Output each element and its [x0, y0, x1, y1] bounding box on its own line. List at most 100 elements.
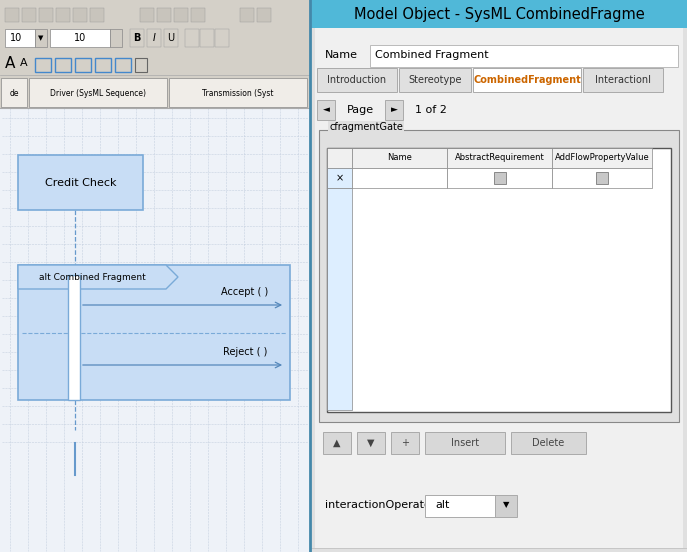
Bar: [583, 68, 663, 92]
Bar: [215, 29, 229, 47]
Bar: [164, 29, 178, 47]
Bar: [0, 0, 310, 552]
Text: Combined Fragment: Combined Fragment: [375, 50, 488, 60]
Bar: [596, 172, 608, 184]
Bar: [68, 275, 80, 400]
Bar: [5, 29, 35, 47]
Text: Introduction: Introduction: [328, 75, 387, 85]
Bar: [311, 0, 687, 552]
Bar: [391, 432, 419, 454]
Bar: [185, 29, 199, 47]
Bar: [0, 50, 310, 75]
Bar: [147, 29, 161, 47]
Bar: [75, 58, 91, 72]
Bar: [495, 495, 517, 517]
Bar: [1, 78, 27, 107]
Text: Stereotype: Stereotype: [408, 75, 462, 85]
Bar: [552, 148, 652, 168]
Bar: [327, 148, 671, 412]
Text: de: de: [9, 88, 19, 98]
Bar: [257, 8, 271, 22]
Text: ▲: ▲: [333, 438, 341, 448]
Bar: [357, 432, 385, 454]
Text: ×: ×: [335, 173, 344, 183]
Bar: [493, 172, 506, 184]
Bar: [174, 8, 188, 22]
Text: CombinedFragment: CombinedFragment: [473, 75, 581, 85]
Bar: [56, 8, 70, 22]
Text: Name: Name: [325, 50, 358, 60]
Bar: [39, 8, 53, 22]
Bar: [110, 29, 122, 47]
Bar: [157, 8, 171, 22]
Bar: [315, 28, 683, 548]
Bar: [140, 8, 154, 22]
Text: alt Combined Fragment: alt Combined Fragment: [38, 273, 146, 282]
Bar: [115, 58, 131, 72]
Bar: [385, 100, 403, 120]
Text: ►: ►: [391, 105, 398, 114]
Bar: [511, 432, 586, 454]
Text: U: U: [168, 33, 174, 43]
Text: ◄: ◄: [323, 105, 330, 114]
Bar: [35, 58, 51, 72]
Text: Name: Name: [387, 153, 412, 162]
Bar: [95, 58, 111, 72]
Text: Accept ( ): Accept ( ): [221, 287, 269, 297]
Text: Page: Page: [347, 105, 374, 115]
Bar: [327, 148, 352, 168]
Text: Credit Check: Credit Check: [45, 178, 116, 188]
Bar: [370, 45, 678, 67]
Text: Insert: Insert: [451, 438, 479, 448]
Bar: [0, 0, 310, 25]
Bar: [425, 432, 505, 454]
Text: I: I: [153, 33, 155, 43]
Text: 1 of 2: 1 of 2: [415, 105, 447, 115]
Text: ▼: ▼: [503, 501, 509, 509]
Text: interactionOperator: interactionOperator: [325, 500, 436, 510]
Bar: [425, 495, 495, 517]
Bar: [191, 8, 205, 22]
Bar: [447, 148, 552, 168]
Bar: [0, 75, 310, 108]
Text: ▼: ▼: [368, 438, 374, 448]
Text: Model Object - SysML CombinedFragme: Model Object - SysML CombinedFragme: [354, 7, 644, 22]
Text: Delete: Delete: [532, 438, 565, 448]
Bar: [130, 29, 144, 47]
Bar: [0, 25, 310, 50]
Bar: [352, 168, 447, 188]
Text: Transmission (Syst: Transmission (Syst: [202, 88, 273, 98]
Text: alt: alt: [435, 500, 449, 510]
Bar: [327, 188, 352, 410]
Bar: [73, 8, 87, 22]
Bar: [552, 168, 652, 188]
Bar: [352, 148, 447, 168]
Text: 10: 10: [10, 33, 22, 43]
Text: ▼: ▼: [38, 35, 44, 41]
Text: A: A: [5, 56, 15, 71]
Text: AbstractRequirement: AbstractRequirement: [455, 153, 544, 162]
Bar: [327, 168, 352, 188]
Text: cfragmentGate: cfragmentGate: [329, 122, 403, 132]
Text: +: +: [401, 438, 409, 448]
Bar: [447, 168, 552, 188]
Polygon shape: [18, 265, 178, 289]
Text: InteractionI: InteractionI: [595, 75, 651, 85]
Bar: [240, 8, 254, 22]
Bar: [5, 8, 19, 22]
Bar: [323, 432, 351, 454]
Bar: [311, 0, 687, 28]
Text: 10: 10: [74, 33, 86, 43]
Bar: [29, 78, 167, 107]
Text: Driver (SysML Sequence): Driver (SysML Sequence): [50, 88, 146, 98]
Bar: [135, 58, 147, 72]
Bar: [18, 155, 143, 210]
Text: AddFlowPropertyValue: AddFlowPropertyValue: [554, 153, 649, 162]
Bar: [90, 8, 104, 22]
Bar: [399, 68, 471, 92]
Bar: [50, 29, 110, 47]
Bar: [55, 58, 71, 72]
Bar: [319, 130, 679, 422]
Bar: [35, 29, 47, 47]
Bar: [473, 68, 581, 92]
